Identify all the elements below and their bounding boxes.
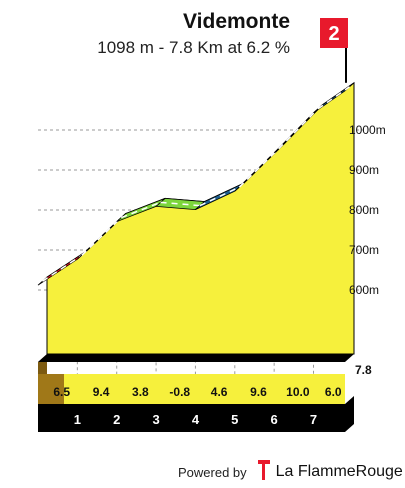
km-marker-label: 2 <box>113 412 120 427</box>
y-tick-label: 1000m <box>349 123 386 137</box>
gradient-label: 6.0 <box>325 385 342 399</box>
km-marker-label: 7 <box>310 412 317 427</box>
brand-name[interactable]: La FlammeRouge <box>275 463 403 480</box>
gradient-label: -0.8 <box>169 385 190 399</box>
road-centerline <box>42 254 83 282</box>
km-marker-label: 5 <box>231 412 238 427</box>
base-layer <box>38 354 354 432</box>
road-centerline <box>238 148 280 188</box>
y-tick-label: 800m <box>349 203 379 217</box>
road-layer <box>37 82 355 286</box>
gradient-label: 4.6 <box>211 385 228 399</box>
road-centerline <box>81 217 122 256</box>
y-tick-label: 900m <box>349 163 379 177</box>
flamme-rouge-logo-icon <box>257 459 271 486</box>
total-distance-label: 7.8 <box>355 363 372 377</box>
km-base-band <box>38 404 345 432</box>
gradient-label: 10.0 <box>286 385 310 399</box>
y-tick-label: 700m <box>349 243 379 257</box>
climb-title: Videmonte <box>183 10 290 33</box>
y-tick-label: 600m <box>349 283 379 297</box>
footer: Powered by La FlammeRouge <box>178 459 403 486</box>
road-centerline <box>278 108 319 150</box>
summit-flag: 2 <box>320 18 348 83</box>
road-centerline <box>199 186 240 207</box>
gradient-label: 3.8 <box>132 385 149 399</box>
profile-fill-layer <box>46 81 355 355</box>
flag-box <box>320 18 348 48</box>
km-marker-label: 4 <box>192 412 200 427</box>
km-base-side <box>345 396 354 432</box>
labels-layer: 600m 700m 800m 900m 1000m 6.5 9.4 3.8 -0.8 4.6 9.6… <box>53 123 385 427</box>
km-marker-label: 1 <box>74 412 81 427</box>
km-marker-label: 3 <box>152 412 159 427</box>
climb-subtitle: 1098 m - 7.8 Km at 6.2 % <box>97 38 290 57</box>
powered-by-text: Powered by <box>178 464 247 480</box>
flag-label: 2 <box>328 23 339 45</box>
profile-area-fill <box>46 81 355 355</box>
gradient-label: 9.6 <box>250 385 267 399</box>
band-top-edge <box>38 354 354 362</box>
road-centerline <box>120 201 161 219</box>
km-marker-label: 6 <box>271 412 278 427</box>
gradient-label: 9.4 <box>93 385 110 399</box>
gradient-label: 6.5 <box>53 385 70 399</box>
